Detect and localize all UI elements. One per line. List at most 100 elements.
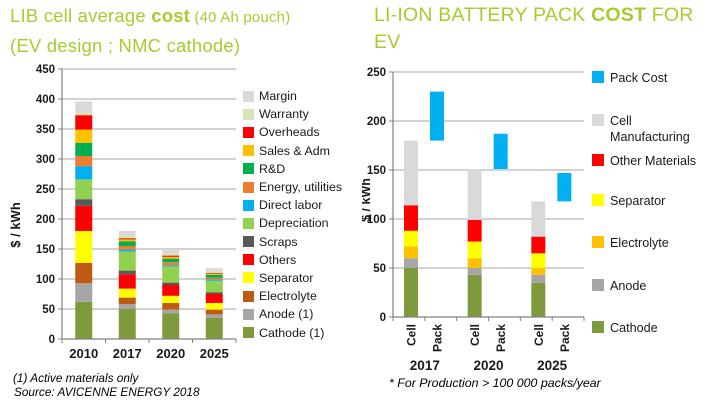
legend-label: Others: [259, 252, 297, 267]
sub-category-label: Cell: [405, 324, 419, 346]
bar-segment: [531, 253, 546, 268]
bar-segment: [162, 303, 180, 310]
bar-segment: [162, 313, 180, 339]
bar-segment: [118, 241, 136, 246]
left-chart-title: LIB cell average cost (40 Ah pouch) (EV …: [10, 2, 362, 60]
legend-item: Cathode (1): [243, 323, 342, 341]
bar-segment: [404, 258, 418, 268]
legend-item: Other Materials: [592, 153, 712, 169]
bar-segment: [118, 297, 136, 305]
bar-segment: [531, 201, 546, 237]
bar-segment: [75, 142, 93, 156]
bar-segment: [75, 101, 93, 113]
left-title-detail: (40 Ah pouch): [190, 9, 291, 26]
y-tick-label: 400: [36, 94, 55, 106]
legend-item: Energy, utilities: [243, 178, 342, 196]
right-chart-legend: Pack Cost Cell Manufacturing Other Materia…: [592, 68, 714, 358]
legend-swatch: [243, 290, 254, 302]
legend-label: Other Materials: [610, 154, 697, 168]
legend-label: Anode (1): [259, 307, 314, 322]
bar-segment: [205, 277, 223, 280]
bar-segment: [404, 268, 418, 317]
category-label: 2017: [113, 346, 142, 361]
bar-segment: [467, 258, 482, 268]
footnote-source: Source: AVICENNE ENERGY 2018: [14, 385, 200, 399]
bar-segment: [75, 112, 93, 116]
legend-item: Depreciation: [243, 214, 342, 232]
bar-segment: [205, 274, 223, 278]
bar-segment: [75, 129, 93, 143]
legend-swatch: [243, 236, 254, 248]
bar-segment: [118, 235, 136, 239]
bar-segment: [75, 115, 93, 130]
legend-label: Separator: [259, 270, 314, 285]
y-tick-label: 150: [36, 244, 55, 256]
legend-swatch: [592, 236, 604, 248]
bar-segment: [404, 140, 418, 206]
legend-label: Cathode: [610, 321, 658, 335]
y-axis-title: $ / kWh: [362, 178, 373, 222]
left-chart-title-line2: (EV design ; NMC cathode): [10, 35, 241, 56]
bar-segment: [75, 231, 93, 263]
bar-segment: [404, 230, 418, 247]
legend-swatch: [592, 321, 604, 333]
legend-label: Margin: [259, 89, 297, 104]
bar-segment: [162, 295, 180, 303]
category-label: 2020: [156, 346, 185, 361]
legend-label: Overheads: [259, 125, 320, 140]
bar-segment: [118, 231, 136, 236]
bar-segment: [404, 246, 418, 259]
legend-swatch: [243, 254, 254, 266]
y-tick-label: 250: [36, 184, 55, 196]
left-title-text: LIB cell average: [10, 5, 152, 26]
bar-segment: [162, 285, 180, 296]
bar-segment: [118, 239, 136, 242]
bar-segment: [162, 256, 180, 259]
bar-segment: [118, 309, 136, 339]
legend-swatch: [243, 272, 254, 284]
legend-swatch: [243, 181, 254, 193]
bar-segment: [467, 268, 482, 275]
bar-segment: [118, 274, 136, 289]
y-tick-label: 200: [367, 116, 386, 128]
legend-label: Energy, utilities: [259, 180, 343, 195]
legend-swatch: [592, 114, 604, 126]
pack-cost-bar: [557, 172, 572, 202]
y-tick-label: 300: [36, 154, 55, 166]
legend-item: Others: [243, 251, 342, 269]
bar-segment: [118, 304, 136, 309]
lib-cell-cost-chart: 2010 2017 2020 2025 0 50 100 150 200 250 300 350 400…: [8, 64, 237, 361]
footnote-active-materials: (1) Active materials only: [13, 371, 139, 385]
bar-segment: [531, 236, 546, 254]
bar-segment: [531, 274, 546, 283]
bar-segment: [118, 249, 136, 252]
legend-swatch: [592, 71, 604, 83]
pack-cost-bar: [493, 133, 508, 170]
legend-item: Electrolyte: [243, 287, 342, 305]
legend-item: Margin: [243, 87, 342, 105]
left-title-bold: cost: [151, 5, 191, 26]
y-tick-label: 150: [367, 165, 386, 177]
legend-label: Pack Cost: [610, 71, 668, 85]
bar-segment: [467, 274, 482, 317]
legend-swatch: [592, 154, 604, 166]
legend-label: Sales & Adm: [259, 143, 330, 158]
legend-swatch: [243, 327, 254, 339]
bar-segment: [75, 283, 93, 302]
y-tick-label: 200: [36, 214, 55, 226]
right-title-bold: COST: [591, 4, 647, 26]
bar-segment: [75, 262, 93, 284]
legend-swatch: [243, 217, 254, 229]
legend-item: Warranty: [243, 105, 342, 123]
bar-segment: [162, 255, 180, 257]
legend-item: Separator: [243, 269, 342, 287]
legend-swatch: [243, 308, 254, 320]
sub-category-label: Pack: [431, 324, 445, 352]
bar-segment: [75, 156, 93, 167]
left-chart-title-line1: LIB cell average cost (40 Ah pouch): [10, 2, 362, 32]
legend-swatch: [243, 163, 254, 175]
legend-label: Direct labor: [259, 198, 323, 213]
legend-item: Overheads: [243, 123, 342, 141]
legend-label: Cathode (1): [259, 325, 325, 340]
bar-segment: [205, 273, 223, 275]
